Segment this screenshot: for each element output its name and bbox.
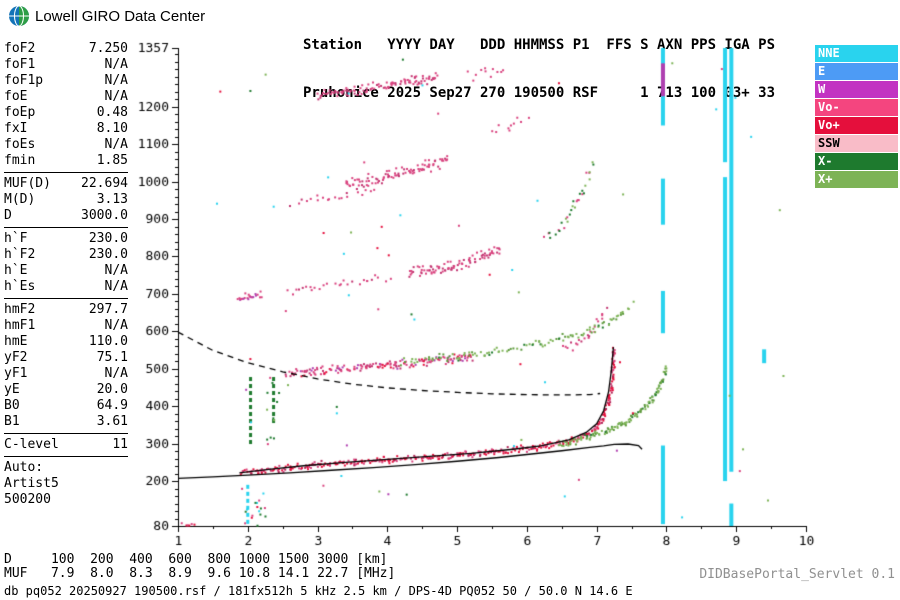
param-row-h-f: h`F 230.0 — [4, 231, 128, 247]
ionogram-canvas — [130, 36, 818, 552]
param-label: fmin — [4, 153, 36, 168]
param-label: h`F2 — [4, 247, 36, 262]
legend-item-w: W — [815, 81, 898, 98]
param-value: 0.48 — [96, 105, 128, 120]
param-label: hmE — [4, 334, 28, 349]
param-row-fof1p: foF1p N/A — [4, 73, 128, 89]
param-value: 3.13 — [96, 192, 128, 207]
param-value: 22.694 — [81, 176, 128, 191]
parameter-group: hmF2 297.7 hmF1 N/A hmE 110.0 yF2 75.1 yF1 N/A yE 2… — [4, 302, 128, 434]
param-value: N/A — [104, 279, 128, 294]
param-label: foF1 — [4, 57, 36, 72]
parameter-group: foF2 7.250 foF1 N/A foF1p N/A foE N/A foEp 0.48 fx… — [4, 41, 128, 173]
param-label: B0 — [4, 398, 20, 413]
param-row-foe: foE N/A — [4, 89, 128, 105]
param-label: h`E — [4, 263, 28, 278]
param-value: 20.0 — [96, 382, 128, 397]
footer-distance-row: D 100 200 400 600 800 1000 1500 3000 [km… — [4, 552, 388, 567]
legend-item-x: X- — [815, 153, 898, 170]
param-value: N/A — [104, 89, 128, 104]
legend-item-nne: NNE — [815, 45, 898, 62]
param-row-d: D 3000.0 — [4, 208, 128, 224]
param-row-m-d: M(D) 3.13 — [4, 192, 128, 208]
param-row-h-e: h`E N/A — [4, 263, 128, 279]
param-value: N/A — [104, 57, 128, 72]
param-value: 230.0 — [88, 247, 128, 262]
param-label: foE — [4, 89, 28, 104]
param-row-yf2: yF2 75.1 — [4, 350, 128, 366]
auto-line-artist5: Artist5 — [4, 476, 59, 491]
parameter-group: h`F 230.0 h`F2 230.0 h`E N/A h`Es N/A — [4, 231, 128, 299]
param-value: 11 — [112, 437, 128, 452]
param-value: 230.0 — [88, 231, 128, 246]
param-row-hmf1: hmF1 N/A — [4, 318, 128, 334]
param-value: 3000.0 — [81, 208, 128, 223]
param-label: hmF1 — [4, 318, 36, 333]
param-row-h-f2: h`F2 230.0 — [4, 247, 128, 263]
param-label: foF1p — [4, 73, 44, 88]
param-value: 110.0 — [88, 334, 128, 349]
param-row-foep: foEp 0.48 — [4, 105, 128, 121]
param-row-fmin: fmin 1.85 — [4, 153, 128, 169]
param-row-foes: foEs N/A — [4, 137, 128, 153]
param-label: yF1 — [4, 366, 28, 381]
brand-title: Lowell GIRO Data Center — [35, 8, 206, 25]
param-value: N/A — [104, 263, 128, 278]
legend-item-x: X+ — [815, 171, 898, 188]
param-value: N/A — [104, 73, 128, 88]
param-row-hme: hmE 110.0 — [4, 334, 128, 350]
param-label: MUF(D) — [4, 176, 51, 191]
param-value: 7.250 — [88, 41, 128, 56]
param-value: 297.7 — [88, 302, 128, 317]
param-value: 1.85 — [96, 153, 128, 168]
param-value: 64.9 — [96, 398, 128, 413]
param-value: N/A — [104, 366, 128, 381]
param-label: hmF2 — [4, 302, 36, 317]
param-label: yE — [4, 382, 20, 397]
footer-file-info: db pq052 20250927 190500.rsf / 181fx512h… — [4, 584, 633, 598]
param-row-h-es: h`Es N/A — [4, 279, 128, 295]
param-row-fxi: fxI 8.10 — [4, 121, 128, 137]
param-row-hmf2: hmF2 297.7 — [4, 302, 128, 318]
legend-item-vo: Vo+ — [815, 117, 898, 134]
legend-item-vo: Vo- — [815, 99, 898, 116]
direction-legend: NNE E W Vo- Vo+ SSW X- X+ — [815, 45, 898, 189]
param-row-yf1: yF1 N/A — [4, 366, 128, 382]
param-label: foF2 — [4, 41, 36, 56]
auto-line-auto: Auto: — [4, 460, 44, 475]
param-row-fof2: foF2 7.250 — [4, 41, 128, 57]
parameter-group: MUF(D) 22.694 M(D) 3.13 D 3000.0 — [4, 176, 128, 228]
giro-globe-logo-icon — [9, 5, 29, 27]
param-row-ye: yE 20.0 — [4, 382, 128, 398]
param-label: h`F — [4, 231, 28, 246]
legend-item-e: E — [815, 63, 898, 80]
servlet-version-label: DIDBasePortal_Servlet 0.1 — [699, 567, 895, 582]
param-row-b0: B0 64.9 — [4, 398, 128, 414]
param-row-c-level: C-level 11 — [4, 437, 128, 453]
param-label: C-level — [4, 437, 59, 452]
param-row-b1: B1 3.61 — [4, 414, 128, 430]
param-label: D — [4, 208, 12, 223]
param-value: 3.61 — [96, 414, 128, 429]
param-value: 8.10 — [96, 121, 128, 136]
parameter-group: C-level 11 — [4, 437, 128, 457]
param-row-fof1: foF1 N/A — [4, 57, 128, 73]
param-value: N/A — [104, 318, 128, 333]
footer-muf-row: MUF 7.9 8.0 8.3 8.9 9.6 10.8 14.1 22.7 [… — [4, 566, 396, 581]
param-label: h`Es — [4, 279, 36, 294]
auto-line-500200: 500200 — [4, 492, 51, 507]
param-label: B1 — [4, 414, 20, 429]
param-label: yF2 — [4, 350, 28, 365]
param-value: N/A — [104, 137, 128, 152]
param-row-muf-d: MUF(D) 22.694 — [4, 176, 128, 192]
legend-item-ssw: SSW — [815, 135, 898, 152]
parameter-panel: foF2 7.250 foF1 N/A foF1p N/A foE N/A foEp 0.48 fx… — [4, 41, 128, 508]
param-label: foEs — [4, 137, 36, 152]
param-label: foEp — [4, 105, 36, 120]
param-label: fxI — [4, 121, 28, 136]
param-label: M(D) — [4, 192, 36, 207]
param-value: 75.1 — [96, 350, 128, 365]
